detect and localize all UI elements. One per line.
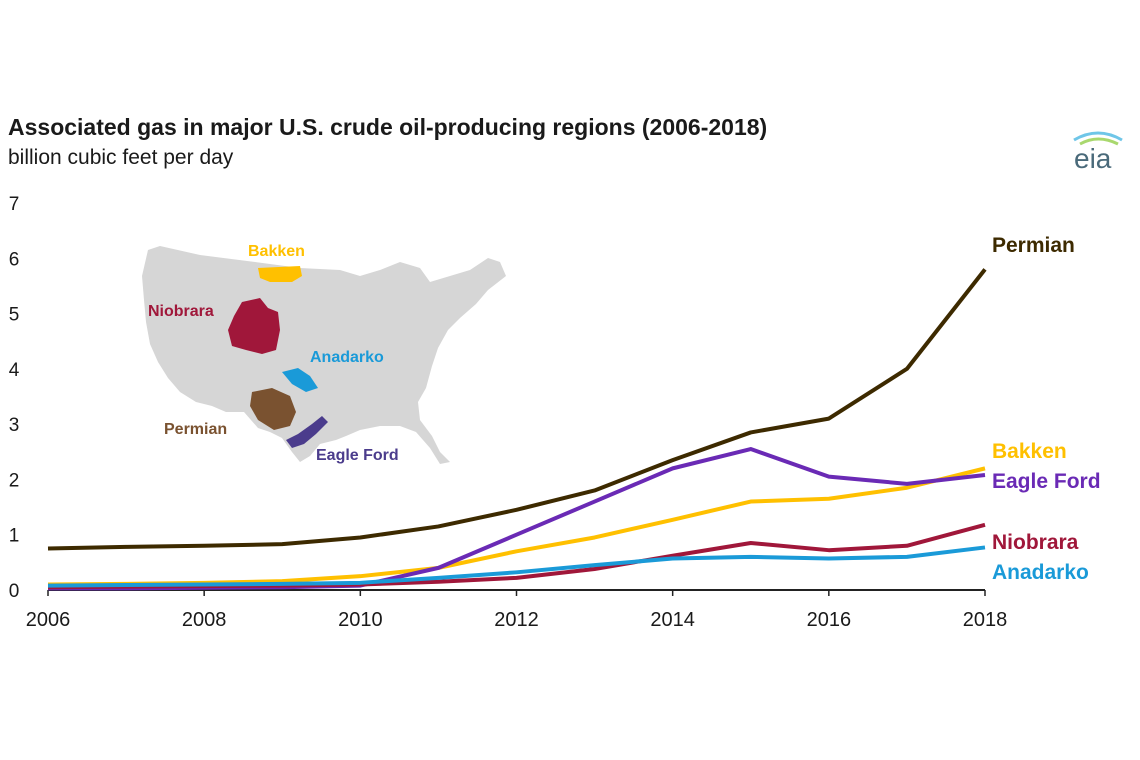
series-label-niobrara: Niobrara — [992, 531, 1079, 554]
y-tick-label: 1 — [9, 526, 20, 547]
y-tick-label: 4 — [9, 360, 20, 381]
series-labels: Permian Bakken Eagle Ford Niobrara Anadarko — [992, 234, 1101, 584]
series-line-eagle-ford — [48, 447, 986, 591]
y-tick-label: 6 — [9, 249, 20, 270]
x-tick-label: 2008 — [182, 609, 227, 631]
map-label-bakken: Bakken — [248, 243, 305, 260]
y-tick-label: 3 — [9, 415, 20, 436]
map-label-permian: Permian — [164, 421, 227, 438]
eia-logo: eia — [1073, 131, 1123, 174]
series-line-permian — [47, 268, 987, 551]
map-label-niobrara: Niobrara — [148, 303, 214, 320]
chart-title: Associated gas in major U.S. crude oil-p… — [8, 114, 768, 140]
series-label-anadarko: Anadarko — [992, 561, 1089, 584]
series-line-anadarko — [47, 545, 986, 588]
x-tick-label: 2012 — [494, 609, 539, 631]
y-tick-label: 2 — [9, 470, 20, 491]
niobrara-region — [228, 298, 280, 354]
series-label-permian: Permian — [992, 234, 1075, 257]
series-label-bakken: Bakken — [992, 440, 1067, 463]
series-line-bakken — [47, 466, 986, 587]
series-lines — [47, 268, 987, 591]
y-tick-label: 0 — [9, 581, 20, 602]
axes: 0 1 2 3 4 5 6 7 2006 2008 2010 2012 2014 2016 2018 — [9, 194, 1008, 631]
us-map-inset: Bakken Niobrara Anadarko Permian Eagle F… — [142, 243, 506, 464]
anadarko-region — [282, 368, 318, 392]
us-map-shape — [142, 246, 506, 464]
x-tick-label: 2010 — [338, 609, 383, 631]
x-tick-label: 2006 — [26, 609, 71, 631]
chart-subtitle: billion cubic feet per day — [8, 146, 234, 169]
permian-region — [250, 388, 296, 430]
y-tick-label: 5 — [9, 305, 20, 326]
map-label-anadarko: Anadarko — [310, 349, 384, 366]
x-tick-label: 2014 — [650, 609, 695, 631]
y-tick-label: 7 — [9, 194, 20, 215]
eia-logo-text: eia — [1074, 143, 1112, 174]
x-tick-label: 2018 — [963, 609, 1008, 631]
eagle-ford-region — [286, 416, 328, 448]
bakken-region — [258, 266, 302, 282]
x-tick-label: 2016 — [807, 609, 852, 631]
map-label-eagle-ford: Eagle Ford — [316, 447, 399, 464]
series-label-eagle-ford: Eagle Ford — [992, 470, 1101, 493]
